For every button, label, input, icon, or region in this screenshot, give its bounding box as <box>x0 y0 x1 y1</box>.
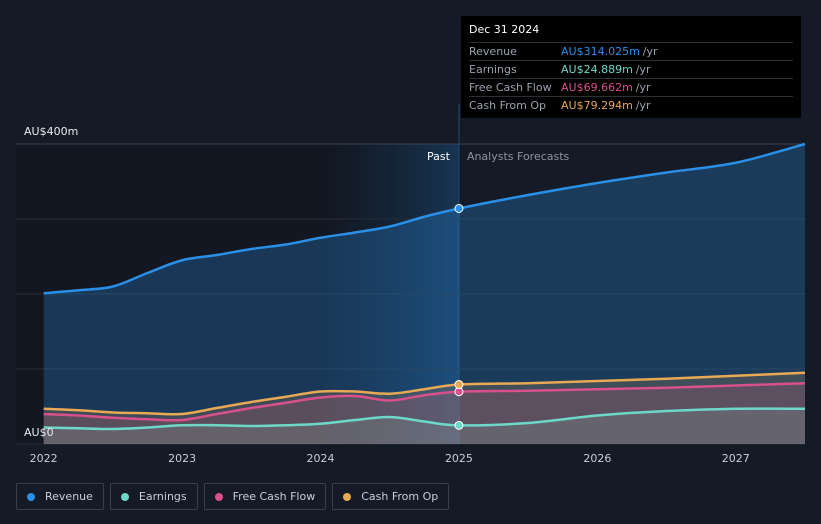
legend-dot-icon <box>214 492 223 501</box>
series-area-earnings <box>43 408 806 444</box>
tooltip-row-free-cash-flow: Free Cash Flow AU$69.662m /yr <box>469 78 793 96</box>
tooltip: Dec 31 2024 Revenue AU$314.025m /yr Earn… <box>461 16 801 118</box>
series-line-revenue <box>43 142 806 295</box>
x-tick-label: 2023 <box>168 452 196 465</box>
series-line-free-cash-flow <box>43 382 806 422</box>
y-axis-label: AU$400m <box>24 125 78 138</box>
tooltip-label: Free Cash Flow <box>469 81 552 94</box>
tooltip-value: AU$24.889m <box>561 63 633 76</box>
tooltip-unit: /yr <box>635 81 651 94</box>
series-area-free-cash-flow <box>43 383 806 444</box>
tooltip-row-earnings: Earnings AU$24.889m /yr <box>469 60 793 78</box>
tooltip-row-cash-from-op: Cash From Op AU$79.294m /yr <box>469 96 793 114</box>
tooltip-unit: /yr <box>635 99 651 112</box>
data-point-marker <box>454 380 464 390</box>
legend-dot-icon <box>120 492 129 501</box>
series-area-revenue <box>43 144 806 444</box>
tooltip-label: Cash From Op <box>469 99 547 112</box>
series-line-cash-from-op <box>43 371 806 416</box>
legend-label: Revenue <box>45 490 93 503</box>
tooltip-unit: /yr <box>642 45 658 58</box>
tooltip-label: Revenue <box>469 45 517 58</box>
tooltip-value: AU$69.662m <box>561 81 633 94</box>
forecast-label: Analysts Forecasts <box>467 150 570 163</box>
data-point-marker <box>454 420 464 430</box>
tooltip-row-revenue: Revenue AU$314.025m /yr <box>469 42 793 60</box>
x-tick-label: 2026 <box>583 452 611 465</box>
legend-dot-icon <box>343 492 352 501</box>
legend-item-revenue[interactable]: Revenue <box>16 483 104 510</box>
x-tick-label: 2024 <box>307 452 335 465</box>
legend-item-cash-from-op[interactable]: Cash From Op <box>332 483 450 510</box>
legend-label: Cash From Op <box>361 490 439 503</box>
past-label: Past <box>427 150 451 163</box>
x-tick-label: 2022 <box>30 452 58 465</box>
tooltip-unit: /yr <box>635 63 651 76</box>
tooltip-value: AU$79.294m <box>561 99 633 112</box>
data-point-marker <box>454 204 464 213</box>
legend: Revenue Earnings Free Cash Flow Cash Fro… <box>16 483 450 510</box>
tooltip-value: AU$314.025m <box>561 45 640 58</box>
y-axis-label: AU$0 <box>24 426 54 439</box>
legend-item-earnings[interactable]: Earnings <box>109 483 198 510</box>
legend-label: Free Cash Flow <box>232 490 316 503</box>
legend-item-free-cash-flow[interactable]: Free Cash Flow <box>203 483 327 510</box>
legend-dot-icon <box>27 492 35 501</box>
x-tick-label: 2027 <box>722 452 750 465</box>
x-tick-label: 2025 <box>445 452 473 465</box>
tooltip-label: Earnings <box>469 63 517 76</box>
tooltip-date: Dec 31 2024 <box>469 23 540 36</box>
legend-label: Earnings <box>138 490 187 503</box>
series-line-earnings <box>43 407 806 431</box>
